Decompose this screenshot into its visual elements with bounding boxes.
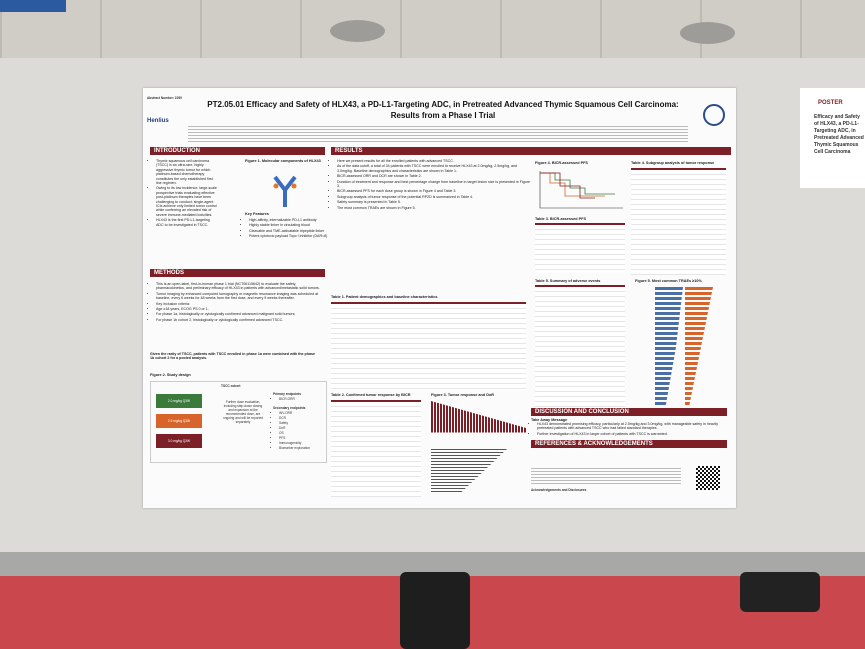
section-heading: DISCUSSION AND CONCLUSION xyxy=(531,408,727,416)
bullet: Biomarker exploration xyxy=(279,446,329,450)
bullet: Safety summary is presented in Table 5. xyxy=(337,200,532,204)
sign xyxy=(0,0,66,12)
trae-bars xyxy=(685,287,713,407)
methods-bullets: This is an open-label, first-in-human ph… xyxy=(150,282,326,323)
bullet: Thymic squamous cell carcinoma (TSCC) is… xyxy=(156,159,218,185)
bullet: PFS xyxy=(279,436,329,440)
ceiling-light xyxy=(330,20,385,42)
bullet: For phase 1b cohort 2, histologically or… xyxy=(156,318,326,322)
bullet: Key inclusion criteria: xyxy=(156,302,326,306)
bullet: DoR xyxy=(279,426,329,430)
cohort-label: TSCC cohort xyxy=(221,384,241,388)
section-heading: METHODS xyxy=(150,269,325,277)
takeaway-bullets: HLX43 demonstrated promising efficacy, p… xyxy=(531,422,727,436)
bullet: BICR-assessed PFS for each dose group is… xyxy=(337,189,532,193)
poster: Abstract Number: 2299 PT2.05.01 Efficacy… xyxy=(143,88,736,508)
bullet: Subgroup analysis of tumor response of t… xyxy=(337,195,532,199)
design-text: Further dose evaluation, including step-… xyxy=(222,400,264,424)
ceiling-light xyxy=(680,22,735,44)
poster-title: PT2.05.01 Efficacy and Safety of HLX43, … xyxy=(207,100,679,109)
table-title: Table 2. Confirmed tumor response by BIC… xyxy=(331,393,411,397)
figure-title: Figure 3. Tumor response and DoR xyxy=(431,393,495,397)
bullet: The most common TRAEs are shown in Figur… xyxy=(337,206,532,210)
key-features: High-affinity, internalizable PD-L1 anti… xyxy=(243,218,331,240)
table xyxy=(331,400,421,497)
km-plot xyxy=(539,171,623,209)
bullet: HLX43 is the first PD-L1-targeting ADC t… xyxy=(156,218,218,227)
bullet: Here we present results for all the enro… xyxy=(337,159,532,163)
neighbor-label: POSTER xyxy=(818,100,843,106)
logo: Henlius xyxy=(147,118,169,124)
bullet: Highly stable linker in circulating bloo… xyxy=(249,223,331,227)
bullet: Immunogenicity xyxy=(279,441,329,445)
key-features-title: Key Features xyxy=(245,212,269,216)
adc-diagram xyxy=(270,172,300,207)
bullet: HLX43 demonstrated promising efficacy, p… xyxy=(537,422,727,431)
results-col: RESULTS Here we present results for all … xyxy=(331,147,731,497)
neighbor-poster: POSTER Efficacy and Safety of HLX43, a P… xyxy=(800,88,865,188)
figure-title: Figure 4. BICR-assessed PFS xyxy=(535,161,588,165)
bullet: OS xyxy=(279,431,329,435)
table-title: Table 4. Subgroup analysis of tumor resp… xyxy=(631,161,715,165)
section-heading: REFERENCES & ACKNOWLEDGEMENTS xyxy=(531,440,727,449)
bullet: INV-ORR xyxy=(279,411,329,415)
secondary-title: Secondary endpoints xyxy=(273,406,306,410)
bullet: BICR-assessed ORR and DCR are shown in T… xyxy=(337,174,532,178)
intro-col: INTRODUCTION Thymic squamous cell carcin… xyxy=(150,147,327,463)
bullet: This is an open-label, first-in-human ph… xyxy=(156,282,326,291)
abstract-number: Abstract Number: 2299 xyxy=(147,96,182,100)
dose-box: 2.5 mg/kg Q3W xyxy=(156,414,202,428)
waterfall-plot xyxy=(431,401,526,433)
figure-title: Figure 5. Most common TRAEs ≥10% xyxy=(635,279,702,283)
methods-note: Given the rarity of TSCC, patients with … xyxy=(150,352,315,361)
intro-bullets: Thymic squamous cell carcinoma (TSCC) is… xyxy=(150,159,218,228)
references-text xyxy=(531,466,681,486)
discussion: DISCUSSION AND CONCLUSION Take Away Mess… xyxy=(531,408,727,492)
bullet: Potent cytotoxic payload Topo I inhibito… xyxy=(249,234,331,238)
bullet: DCR xyxy=(279,416,329,420)
table xyxy=(535,223,625,273)
adc-icon xyxy=(273,175,297,207)
ack-title: Acknowledgements and Disclosures xyxy=(531,488,587,492)
results-bullets: Here we present results for all the enro… xyxy=(331,159,532,211)
bullet: As of the data cutoff, a total of 34 pat… xyxy=(337,164,532,173)
bullet: Further investigation of HLX43 in larger… xyxy=(537,432,727,436)
authors-block xyxy=(188,124,688,142)
bullet: Cleavable and TME-activatable tripeptide… xyxy=(249,229,331,233)
bullet: Safety xyxy=(279,421,329,425)
table xyxy=(331,302,526,390)
person-legs xyxy=(740,572,820,612)
figure-title: Figure 2. Study design xyxy=(150,373,191,377)
bullet: High-affinity, internalizable PD-L1 anti… xyxy=(249,218,331,222)
poster-subtitle: Results from a Phase I Trial xyxy=(390,111,496,120)
dose-box: 3.0 mg/kg Q3W xyxy=(156,434,202,448)
person-legs xyxy=(400,572,470,649)
table-title: Table 1. Patient demographics and baseli… xyxy=(331,295,438,299)
figure-title: Figure 1. Molecular components of HLX43 xyxy=(245,159,321,163)
primary-title: Primary endpoints xyxy=(273,392,301,396)
conference-logo xyxy=(703,104,725,126)
bullet: Tumor imaging by enhanced computed tomog… xyxy=(156,292,326,301)
bullet: Age ≥18 years, ECOG PS 0 or 1. xyxy=(156,307,326,311)
table xyxy=(535,285,625,412)
ceiling xyxy=(0,0,865,58)
design-box: TSCC cohort 2.0 mg/kg Q3W 2.5 mg/kg Q3W … xyxy=(150,381,327,463)
bullet: Duration of treatment and response and b… xyxy=(337,180,532,189)
dose-box: 2.0 mg/kg Q3W xyxy=(156,394,202,408)
swimmer-plot xyxy=(431,449,507,494)
secondary-list: INV-ORRDCRSafetyDoROSPFSImmunogenicityBi… xyxy=(273,411,329,451)
bullet: BICR-ORR xyxy=(279,397,329,401)
primary-list: BICR-ORR xyxy=(273,397,329,402)
section-heading: RESULTS xyxy=(331,147,731,155)
qr-code xyxy=(696,466,720,490)
takeaway-title: Take Away Message xyxy=(531,418,568,422)
section-heading: INTRODUCTION xyxy=(150,147,325,155)
neighbor-title: Efficacy and Safety of HLX43, a PD-L1-Ta… xyxy=(814,114,864,154)
table xyxy=(631,168,726,275)
bullet: Owing to its low incidence, large-scale … xyxy=(156,186,218,217)
table-title: Table 3. BICR-assessed PFS xyxy=(535,217,586,221)
table-title: Table 5. Summary of adverse events xyxy=(535,279,601,283)
bullet: For phase 1a, histologically or cytologi… xyxy=(156,312,326,316)
